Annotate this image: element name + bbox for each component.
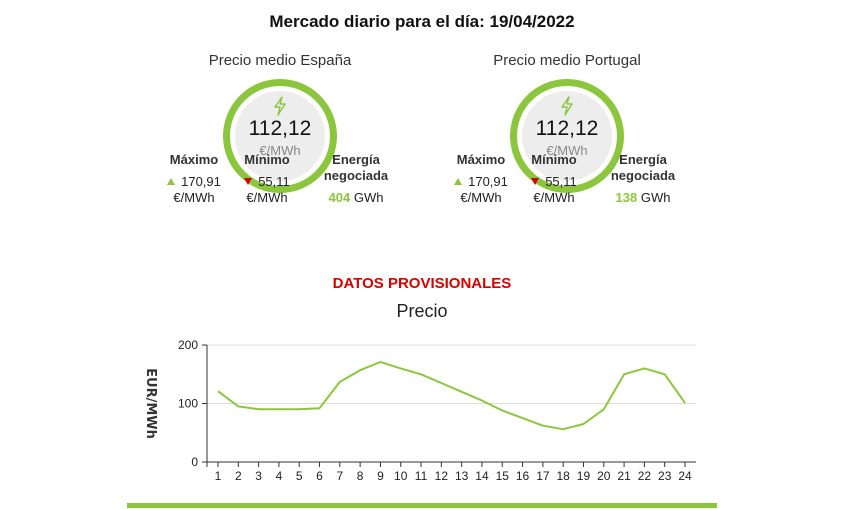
y-tick-label: 200 — [178, 338, 198, 352]
x-tick-label: 21 — [617, 469, 631, 483]
stat-max-unit: €/MWh — [173, 190, 215, 205]
stat-min: Mínimo 55,11 €/MWh — [519, 152, 589, 206]
x-tick-label: 4 — [276, 469, 283, 483]
down-triangle-icon — [531, 178, 540, 185]
stat-max-label: Máximo — [456, 152, 506, 167]
price-unit: €/MWh — [546, 143, 588, 158]
x-tick-label: 12 — [435, 469, 449, 483]
x-tick-label: 20 — [597, 469, 611, 483]
x-tick-label: 5 — [296, 469, 303, 483]
price-gauge: 112,12 €/MWh — [510, 79, 624, 193]
x-tick-label: 13 — [455, 469, 469, 483]
chart-title: Precio — [396, 301, 448, 321]
gauge-inner: 112,12 €/MWh — [235, 91, 325, 181]
price-gauge: 112,12 €/MWh — [223, 79, 337, 193]
price-series-line — [217, 361, 686, 431]
stat-energy-label-2: negociada — [323, 168, 389, 183]
stat-min-unit: €/MWh — [533, 190, 575, 205]
stat-energy: Energía negociada 138 GWh — [597, 152, 689, 206]
x-tick-label: 10 — [394, 469, 408, 483]
provisional-notice: DATOS PROVISIONALES — [332, 275, 512, 292]
gauge-inner: 112,12 €/MWh — [522, 91, 612, 181]
market-title: Precio medio España — [208, 52, 352, 69]
x-tick-label: 9 — [377, 469, 384, 483]
down-triangle-icon — [244, 178, 253, 185]
stat-energy-value: 138 — [615, 190, 638, 205]
y-tick-label: 100 — [178, 397, 198, 411]
price-unit: €/MWh — [259, 143, 301, 158]
x-tick-label: 3 — [255, 469, 262, 483]
x-tick-label: 23 — [658, 469, 672, 483]
stat-max-label: Máximo — [169, 152, 219, 167]
stat-energy-value: 404 — [328, 190, 351, 205]
average-price: 112,12 — [535, 117, 599, 140]
stat-energy: Energía negociada 404 GWh — [310, 152, 402, 206]
stat-max-value: 170,91 — [181, 174, 221, 189]
stat-max: Máximo 170,91 €/MWh — [150, 152, 238, 206]
market-title: Precio medio Portugal — [493, 52, 641, 69]
stat-energy-unit: GWh — [353, 190, 384, 205]
y-tick-label: 0 — [191, 455, 198, 469]
x-tick-label: 14 — [475, 469, 489, 483]
stat-min-value: 55,11 — [545, 174, 577, 189]
stat-energy-label-1: Energía — [619, 152, 667, 167]
x-tick-label: 8 — [357, 469, 364, 483]
stat-energy-unit: GWh — [640, 190, 671, 205]
stat-min: Mínimo 55,11 €/MWh — [232, 152, 302, 206]
stat-max: Máximo 170,91 €/MWh — [437, 152, 525, 206]
market-portugal: Precio medio Portugal 112,12 €/MWh — [467, 52, 667, 193]
x-tick-label: 17 — [536, 469, 550, 483]
x-tick-label: 11 — [415, 469, 428, 483]
stat-min-value: 55,11 — [258, 174, 290, 189]
stat-min-label: Mínimo — [531, 152, 577, 167]
x-tick-label: 2 — [235, 469, 242, 483]
stat-energy-label-1: Energía — [332, 152, 380, 167]
stat-min-unit: €/MWh — [246, 190, 288, 205]
x-tick-label: 15 — [496, 469, 510, 483]
stat-min-label: Mínimo — [244, 152, 290, 167]
average-price: 112,12 — [248, 117, 312, 140]
up-triangle-icon — [167, 178, 176, 185]
x-tick-label: 18 — [556, 469, 570, 483]
stat-energy-label-2: negociada — [610, 168, 676, 183]
x-tick-label: 24 — [678, 469, 692, 483]
up-triangle-icon — [454, 178, 463, 185]
x-tick-label: 16 — [516, 469, 530, 483]
market-spain: Precio medio España 112,12 €/MWh — [180, 52, 380, 193]
x-tick-label: 19 — [577, 469, 591, 483]
bottom-accent-bar — [127, 503, 717, 508]
x-tick-label: 22 — [638, 469, 652, 483]
page-title: Mercado diario para el día: 19/04/2022 — [269, 12, 575, 31]
x-tick-label: 7 — [336, 469, 343, 483]
stat-max-value: 170,91 — [468, 174, 508, 189]
stat-max-unit: €/MWh — [460, 190, 502, 205]
x-tick-label: 6 — [316, 469, 323, 483]
y-axis-label: EUR/MWh — [143, 368, 158, 439]
lightning-bolt-icon — [274, 96, 286, 116]
lightning-bolt-icon — [561, 96, 573, 116]
x-tick-label: 1 — [215, 469, 222, 483]
